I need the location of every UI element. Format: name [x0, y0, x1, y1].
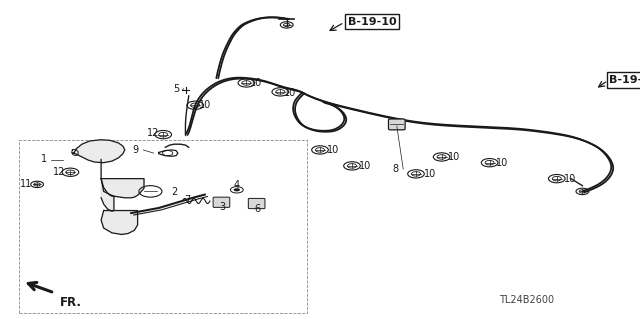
Polygon shape	[72, 140, 125, 163]
Text: 5: 5	[173, 84, 179, 94]
Text: 10: 10	[495, 158, 508, 168]
Text: TL24B2600: TL24B2600	[499, 295, 554, 306]
Text: 10: 10	[563, 174, 576, 184]
Text: B-19-10: B-19-10	[609, 75, 640, 85]
Text: 10: 10	[326, 145, 339, 155]
Text: 6: 6	[254, 204, 260, 214]
Text: 10: 10	[448, 152, 461, 162]
Text: 10: 10	[358, 161, 371, 171]
Circle shape	[234, 188, 240, 191]
Text: 3: 3	[220, 202, 226, 212]
Text: B-19-10: B-19-10	[348, 17, 396, 27]
Text: 10: 10	[198, 100, 211, 110]
Polygon shape	[101, 179, 144, 198]
FancyBboxPatch shape	[248, 198, 265, 209]
Text: 10: 10	[424, 169, 436, 179]
Polygon shape	[101, 160, 114, 211]
Text: 10: 10	[250, 78, 262, 88]
Text: FR.: FR.	[60, 296, 81, 309]
Text: 8: 8	[392, 164, 399, 174]
FancyBboxPatch shape	[388, 119, 405, 130]
Text: 12: 12	[147, 128, 160, 138]
Text: 12: 12	[52, 167, 65, 177]
Text: 11: 11	[19, 179, 32, 189]
Text: 9: 9	[132, 145, 139, 155]
Text: 4: 4	[234, 180, 240, 190]
FancyBboxPatch shape	[213, 197, 230, 207]
Polygon shape	[101, 211, 138, 234]
Text: 7: 7	[184, 195, 190, 205]
Text: 1: 1	[40, 154, 47, 165]
Text: 2: 2	[171, 187, 177, 197]
Text: 10: 10	[284, 87, 297, 98]
